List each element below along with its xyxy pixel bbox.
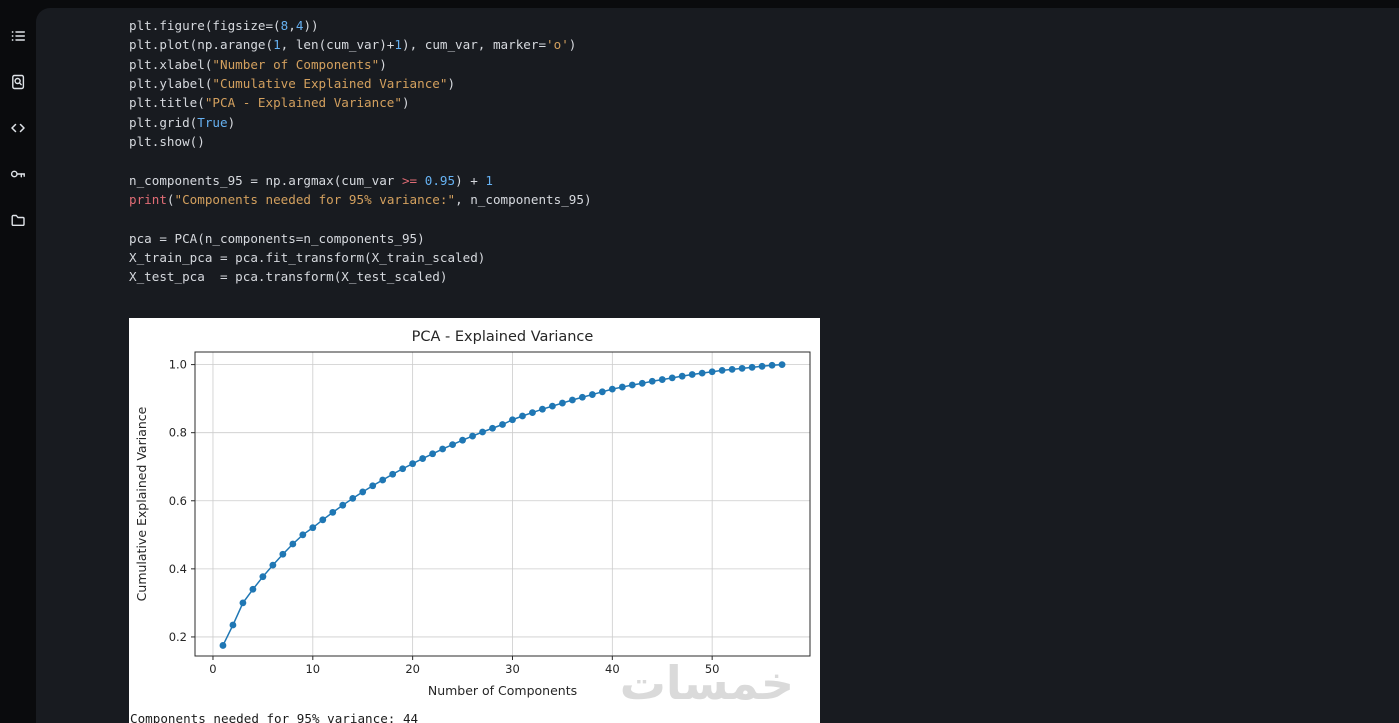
sidebar-button-key[interactable] bbox=[9, 165, 27, 183]
sidebar-button-code[interactable] bbox=[9, 119, 27, 137]
code-line[interactable]: X_train_pca = pca.fit_transform(X_train_… bbox=[129, 250, 486, 266]
code-line[interactable]: plt.figure(figsize=(8,4)) bbox=[129, 18, 319, 33]
svg-text:1.0: 1.0 bbox=[169, 358, 187, 372]
pca-explained-variance-chart: 0 10 20 30 40 50 0.2 0.4 0.6 0.8 1.0 PCA - Explaine… bbox=[129, 318, 820, 723]
folder-icon bbox=[11, 214, 25, 226]
code-line[interactable]: plt.ylabel("Cumulative Explained Varianc… bbox=[129, 76, 456, 92]
svg-text:0.6: 0.6 bbox=[169, 494, 187, 508]
code-line[interactable]: plt.show() bbox=[129, 134, 205, 150]
code-editor[interactable]: plt.figure(figsize=(8,4)) plt.plot(np.ara… bbox=[129, 16, 592, 287]
code-line[interactable]: plt.grid(True) bbox=[129, 114, 236, 130]
sidebar-button-file-search[interactable] bbox=[9, 73, 27, 91]
svg-text:0: 0 bbox=[209, 662, 216, 676]
code-line[interactable]: plt.plot(np.arange(1, len(cum_var)+1), c… bbox=[129, 37, 577, 53]
file-search-icon bbox=[12, 74, 25, 90]
code-line[interactable]: n_components_95 = np.argmax(cum_var >= 0… bbox=[129, 172, 494, 188]
svg-text:20: 20 bbox=[405, 662, 420, 676]
svg-text:40: 40 bbox=[605, 662, 620, 676]
svg-text:30: 30 bbox=[505, 662, 520, 676]
code-line[interactable]: plt.title("PCA - Explained Variance") bbox=[129, 95, 410, 111]
code-line[interactable]: pca = PCA(n_components=n_components_95) bbox=[129, 230, 425, 246]
stdout-text: Components needed for 95% variance: 44 bbox=[130, 711, 419, 723]
code-line[interactable] bbox=[129, 151, 592, 170]
sidebar bbox=[0, 0, 36, 723]
sidebar-button-folder[interactable] bbox=[9, 211, 27, 229]
watermark-text: خمسات bbox=[619, 656, 794, 710]
code-line[interactable] bbox=[129, 209, 592, 228]
svg-text:Number of Components: Number of Components bbox=[428, 683, 577, 698]
code-line[interactable]: X_test_pca = pca.transform(X_test_scaled… bbox=[129, 269, 448, 285]
code-icon bbox=[11, 123, 25, 133]
sidebar-button-list[interactable] bbox=[9, 27, 27, 45]
svg-text:50: 50 bbox=[705, 662, 720, 676]
svg-text:Cumulative Explained Variance: Cumulative Explained Variance bbox=[134, 406, 149, 601]
svg-text:0.4: 0.4 bbox=[169, 562, 187, 576]
code-line[interactable]: print("Components needed for 95% varianc… bbox=[129, 192, 592, 208]
svg-text:10: 10 bbox=[305, 662, 320, 676]
svg-text:0.2: 0.2 bbox=[169, 630, 187, 644]
code-line[interactable]: plt.xlabel("Number of Components") bbox=[129, 56, 387, 72]
list-icon bbox=[11, 31, 26, 41]
notebook-panel: plt.figure(figsize=(8,4)) plt.plot(np.ara… bbox=[36, 8, 1399, 723]
key-icon bbox=[10, 170, 25, 178]
svg-text:PCA - Explained Variance: PCA - Explained Variance bbox=[412, 329, 594, 345]
svg-text:0.8: 0.8 bbox=[169, 426, 187, 440]
output-panel: 0 10 20 30 40 50 0.2 0.4 0.6 0.8 1.0 PCA - Explaine… bbox=[129, 318, 820, 723]
